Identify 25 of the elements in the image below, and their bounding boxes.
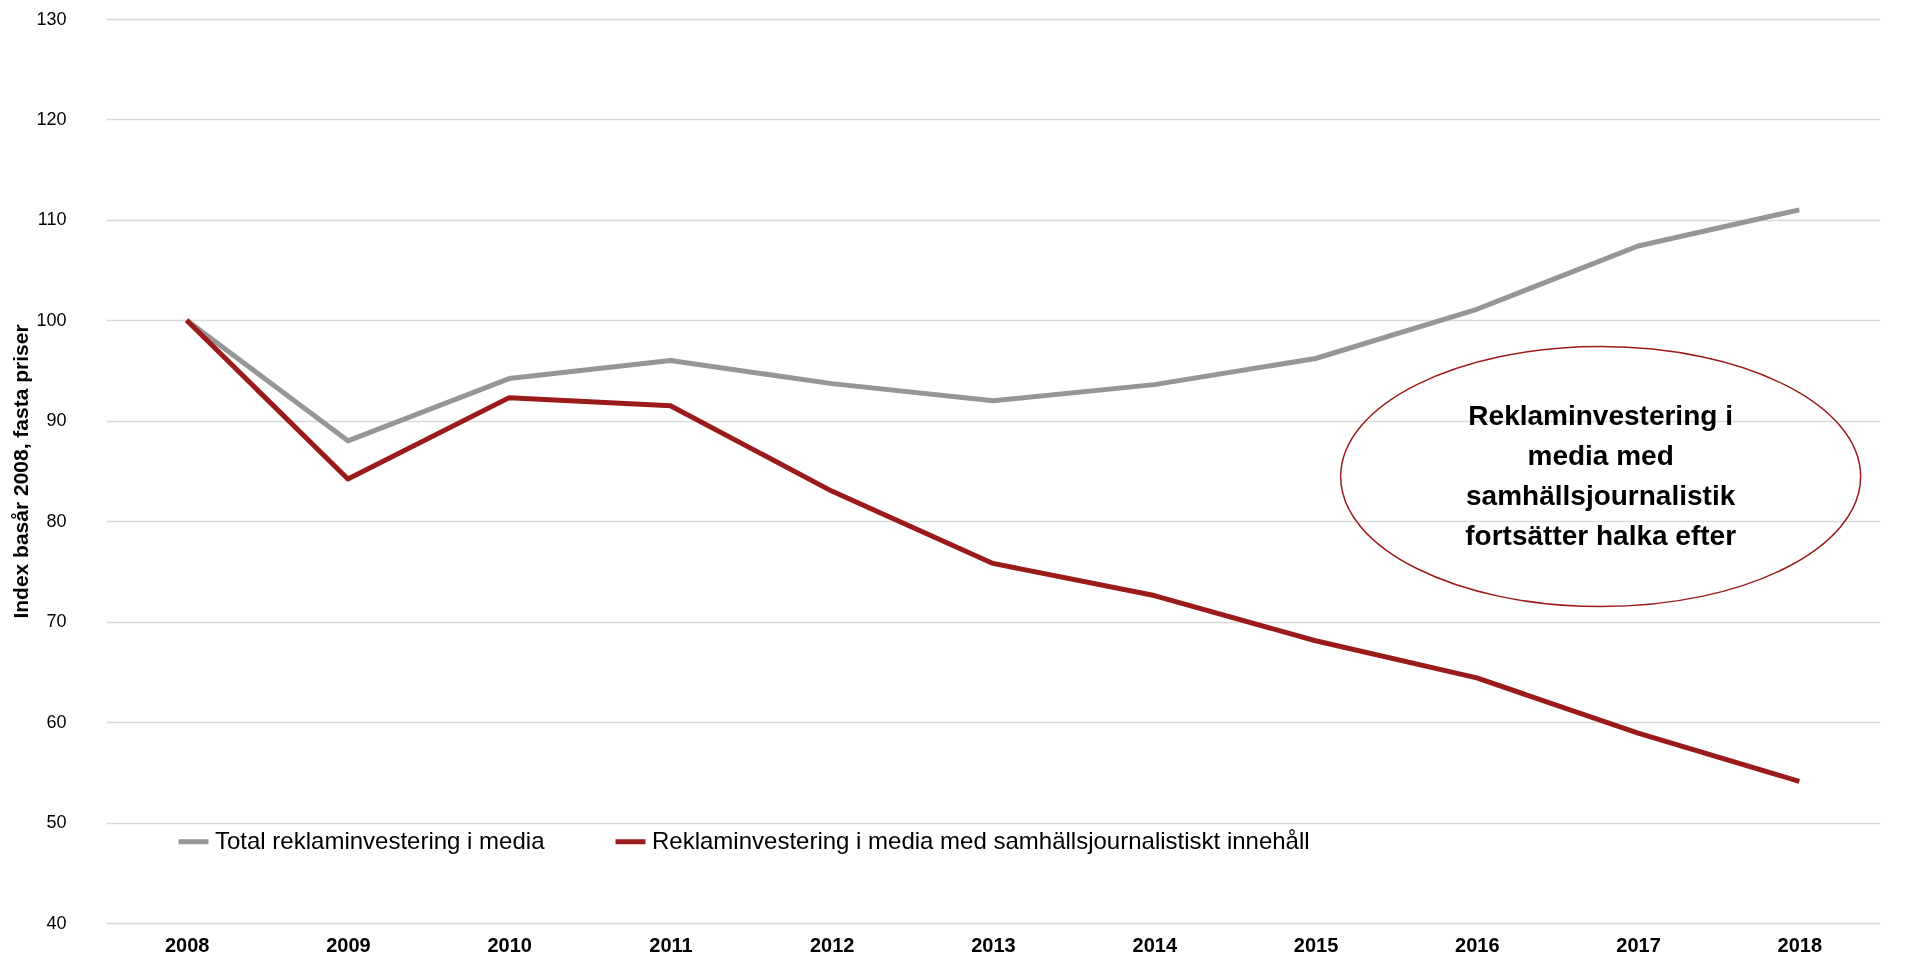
x-tick-label: 2009 [326,933,371,956]
legend-label: Reklaminvestering i media med samhällsjournalistiskt innehåll [652,826,1310,854]
x-tick-label: 2012 [809,933,855,956]
y-tick-label: 80 [46,510,67,531]
y-tick-label: 120 [36,108,67,129]
annotation: Reklaminvestering i media med samhällsjournalistik fortsätter halka efter [1465,399,1737,551]
y-tick-label: 100 [36,309,67,330]
y-tick-label: 70 [46,611,67,632]
x-tick-label: 2018 [1777,933,1823,956]
y-tick-label: 130 [36,8,67,29]
x-tick-label: 2016 [1455,933,1500,956]
x-tick-label: 2014 [1132,933,1178,956]
y-tick-label: 50 [46,812,67,833]
x-tick-label: 2010 [487,933,532,956]
x-tick-label: 2015 [1293,933,1339,956]
y-axis-title: Index basår 2008, fasta priser [9,324,33,619]
legend-label: Total reklaminvestering i media [215,826,546,854]
y-tick-label: 60 [46,711,67,732]
x-tick-label: 2008 [164,933,210,956]
x-tick-label: 2013 [971,933,1016,956]
x-tick-label: 2011 [649,933,693,956]
y-tick-label: 110 [37,209,67,230]
y-tick-label: 90 [46,410,67,431]
y-tick-label: 40 [46,912,67,933]
x-tick-label: 2017 [1616,933,1661,956]
